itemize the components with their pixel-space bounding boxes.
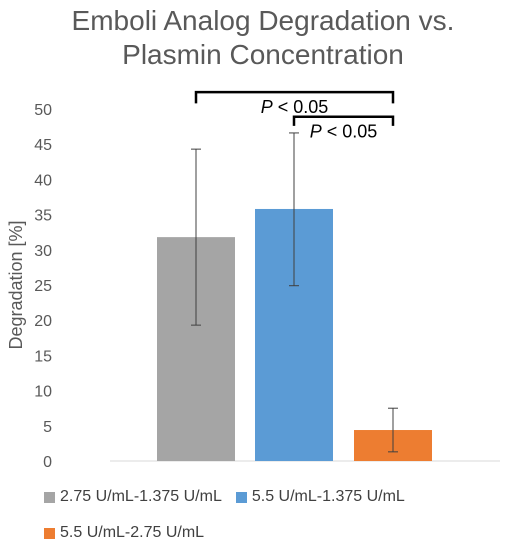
significance-label-1: P < 0.05 (310, 122, 378, 142)
chart-title: Emboli Analog Degradation vs. Plasmin Co… (0, 4, 526, 72)
y-tick-label-10: 50 (34, 102, 52, 119)
legend-item-0: 2.75 U/mL-1.375 U/mL (44, 486, 222, 508)
legend: 2.75 U/mL-1.375 U/mL 5.5 U/mL-1.375 U/mL 5… (44, 486, 514, 558)
legend-label-0: 2.75 U/mL-1.375 U/mL (60, 488, 222, 505)
y-tick-label-3: 15 (34, 348, 52, 365)
y-tick-label-2: 10 (34, 384, 52, 401)
y-tick-label-5: 25 (34, 278, 52, 295)
y-tick-label-0: 0 (43, 454, 52, 471)
legend-item-1: 5.5 U/mL-1.375 U/mL (235, 486, 405, 508)
significance-label-0: P < 0.05 (261, 97, 329, 117)
y-tick-label-6: 30 (34, 243, 52, 260)
y-tick-label-7: 35 (34, 208, 52, 225)
chart-title-line-1: Emboli Analog Degradation vs. (71, 5, 455, 36)
significance-bracket-1 (292, 115, 395, 126)
chart-title-line-2: Plasmin Concentration (122, 39, 404, 70)
y-tick-label-1: 5 (43, 419, 52, 436)
y-tick-label-8: 40 (34, 172, 52, 189)
significance-bracket-0 (194, 90, 395, 104)
y-axis-label: Degradation [%] (6, 220, 26, 349)
legend-swatch-1 (235, 491, 247, 503)
legend-item-2: 5.5 U/mL-2.75 U/mL (44, 522, 204, 544)
y-tick-label-4: 20 (34, 313, 52, 330)
legend-swatch-2 (44, 527, 55, 539)
y-tick-label-9: 45 (34, 137, 52, 154)
legend-swatch-0 (44, 491, 55, 503)
legend-label-2: 5.5 U/mL-2.75 U/mL (60, 524, 205, 541)
legend-label-1: 5.5 U/mL-1.375 U/mL (251, 488, 405, 505)
